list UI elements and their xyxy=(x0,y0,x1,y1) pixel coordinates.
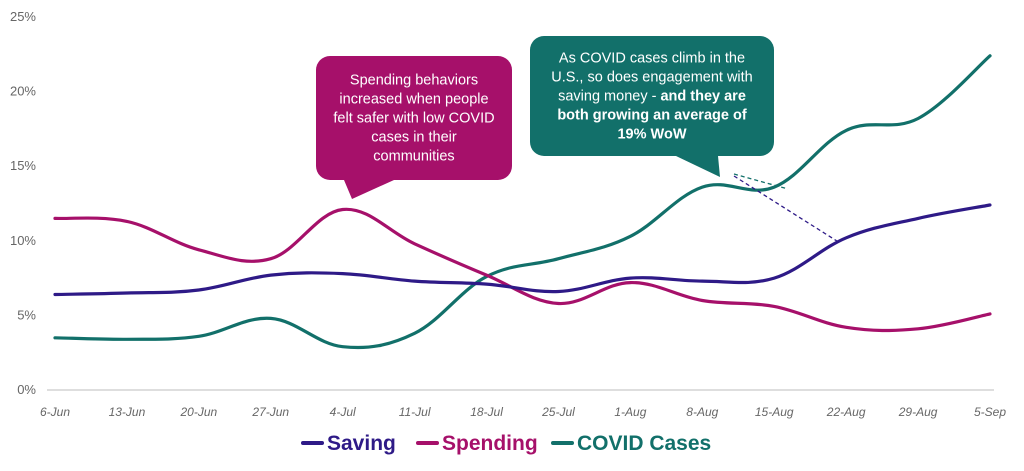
x-tick-label: 29-Aug xyxy=(898,405,938,419)
connector-covid xyxy=(733,173,789,190)
x-tick-label: 13-Jun xyxy=(109,405,146,419)
annotation-bold-text: 19% WoW xyxy=(617,127,686,143)
series-line-covid-cases xyxy=(53,54,992,350)
x-tick-label: 18-Jul xyxy=(470,405,503,419)
x-tick-label: 27-Jun xyxy=(251,405,289,419)
annotation-text: Spending behaviors xyxy=(350,73,478,89)
spending-annotation: Spending behaviors increased when people f… xyxy=(316,56,512,199)
x-tick-label: 25-Jul xyxy=(541,405,575,419)
annotation-text: cases in their xyxy=(371,130,457,146)
x-tick-label: 1-Aug xyxy=(614,405,646,419)
annotation-text: felt safer with low COVID xyxy=(333,111,494,127)
legend-item-covid-cases: COVID Cases xyxy=(551,432,711,455)
annotation-text-line: saving money - and they are xyxy=(558,89,746,105)
y-tick-label: 25% xyxy=(10,9,36,24)
series-line-saving xyxy=(53,203,992,297)
annotation-bold-text: both growing an average of xyxy=(557,108,746,124)
series-line-spending xyxy=(53,207,992,333)
x-tick-label: 6-Jun xyxy=(40,405,70,419)
y-tick-label: 20% xyxy=(10,84,36,99)
annotation-text-line: cases in their xyxy=(371,130,457,146)
y-tick-label: 10% xyxy=(10,233,36,248)
annotation-text-line: As COVID cases climb in the xyxy=(559,51,745,67)
x-tick-label: 15-Aug xyxy=(755,405,794,419)
annotation-text: saving money - xyxy=(558,89,660,105)
covid-annotation: As COVID cases climb in the U.S., so does… xyxy=(530,36,774,177)
annotation-bold-text: and they are xyxy=(660,89,745,105)
series-layer xyxy=(53,54,992,350)
annotation-text-line: communities xyxy=(373,149,454,165)
covid-annotation-pointer xyxy=(676,156,720,177)
annotation-text-line: both growing an average of xyxy=(557,108,746,124)
annotation-text: U.S., so does engagement with xyxy=(551,70,753,86)
annotation-text-line: felt safer with low COVID xyxy=(333,111,494,127)
annotation-text-line: increased when people xyxy=(339,92,488,108)
connector-saving xyxy=(733,175,841,244)
legend: Saving Spending COVID Cases xyxy=(301,432,711,455)
x-tick-label: 5-Sep xyxy=(974,405,1006,419)
legend-label: Spending xyxy=(442,432,538,455)
legend-item-saving: Saving xyxy=(301,432,396,455)
x-tick-label: 11-Jul xyxy=(399,405,431,419)
annotation-text: As COVID cases climb in the xyxy=(559,51,745,67)
legend-label: COVID Cases xyxy=(577,432,711,455)
x-tick-label: 20-Jun xyxy=(179,405,217,419)
annotations: Spending behaviors increased when people f… xyxy=(316,36,774,199)
annotation-text-line: 19% WoW xyxy=(617,127,686,143)
covid-annotation-box xyxy=(530,36,774,156)
x-axis: 6-Jun 13-Jun 20-Jun 27-Jun 4-Jul 11-Jul 18-Jul… xyxy=(40,389,1006,419)
annotation-text-line: U.S., so does engagement with xyxy=(551,70,753,86)
annotation-connectors xyxy=(733,173,841,244)
spending-annotation-pointer xyxy=(344,180,394,199)
y-tick-label: 15% xyxy=(10,158,36,173)
legend-item-spending: Spending xyxy=(416,432,538,455)
x-tick-label: 4-Jul xyxy=(330,405,356,419)
annotation-text: communities xyxy=(373,149,454,165)
annotation-text-line: Spending behaviors xyxy=(350,73,478,89)
legend-label: Saving xyxy=(327,432,396,455)
y-tick-label: 0% xyxy=(17,382,36,397)
y-axis: 0% 5% 10% 15% 20% 25% xyxy=(10,9,36,397)
y-tick-label: 5% xyxy=(17,307,36,322)
annotation-text: increased when people xyxy=(339,92,488,108)
x-tick-label: 8-Aug xyxy=(686,405,718,419)
x-tick-label: 22-Aug xyxy=(826,405,866,419)
spending-annotation-box xyxy=(316,56,512,180)
